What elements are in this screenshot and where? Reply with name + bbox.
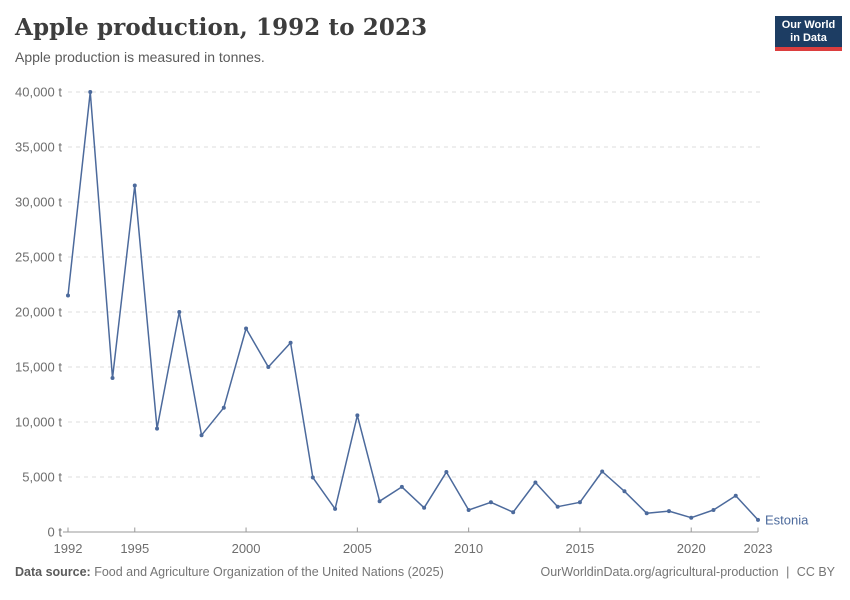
data-point[interactable] xyxy=(244,326,249,331)
x-axis-tick-label: 2010 xyxy=(454,541,483,556)
owid-logo-line2: in Data xyxy=(790,32,827,44)
y-axis-tick-label: 35,000 t xyxy=(15,140,62,155)
data-line[interactable] xyxy=(67,91,759,521)
page-title: Apple production, 1992 to 2023 xyxy=(15,14,428,41)
data-point[interactable] xyxy=(488,500,493,505)
page-subtitle: Apple production is measured in tonnes. xyxy=(15,49,265,65)
data-point[interactable] xyxy=(355,413,360,418)
license-link[interactable]: CC BY xyxy=(796,565,835,579)
data-point[interactable] xyxy=(689,515,694,520)
y-axis-tick-label: 5,000 t xyxy=(22,470,62,485)
data-point[interactable] xyxy=(266,365,271,369)
data-source-text: Food and Agriculture Organization of the… xyxy=(94,565,444,579)
attribution: OurWorldinData.org/agricultural-producti… xyxy=(541,565,836,579)
data-point[interactable] xyxy=(199,433,204,438)
data-point[interactable] xyxy=(399,484,404,489)
x-axis-tick-label: 2005 xyxy=(343,541,372,556)
y-axis-tick-label: 15,000 t xyxy=(15,360,62,375)
y-axis-tick-label: 30,000 t xyxy=(15,195,62,210)
data-point[interactable] xyxy=(177,310,182,314)
x-axis-tick-label: 2020 xyxy=(677,541,706,556)
x-axis-tick-label: 1995 xyxy=(120,541,149,556)
x-axis-tick-label: 1992 xyxy=(54,541,83,556)
data-point[interactable] xyxy=(333,506,338,511)
x-axis-tick-label: 2000 xyxy=(232,541,261,556)
data-point[interactable] xyxy=(310,475,315,480)
data-point[interactable] xyxy=(511,510,516,515)
chart-footer: Data source: Food and Agriculture Organi… xyxy=(15,565,835,579)
y-axis-tick-label: 0 t xyxy=(48,525,63,540)
data-point[interactable] xyxy=(444,470,449,475)
data-point[interactable] xyxy=(221,405,226,410)
owid-logo-box: Our World in Data xyxy=(775,16,842,47)
owid-logo-stripe xyxy=(775,47,842,51)
data-point[interactable] xyxy=(622,489,627,494)
owid-logo-line1: Our World xyxy=(781,19,836,31)
series-label[interactable]: Estonia xyxy=(765,512,809,527)
chart-header: Apple production, 1992 to 2023 Apple pro… xyxy=(15,14,427,65)
data-point[interactable] xyxy=(466,508,471,512)
data-point[interactable] xyxy=(733,493,738,498)
data-source-label: Data source: xyxy=(15,565,91,579)
attribution-separator: | xyxy=(786,565,790,579)
data-point[interactable] xyxy=(422,505,427,510)
data-point[interactable] xyxy=(756,517,760,522)
y-axis-tick-label: 25,000 t xyxy=(15,250,62,265)
data-point[interactable] xyxy=(377,499,382,504)
y-axis-tick-label: 10,000 t xyxy=(15,415,62,430)
data-point[interactable] xyxy=(600,469,605,474)
data-point[interactable] xyxy=(577,500,582,505)
data-point[interactable] xyxy=(666,509,671,514)
data-point[interactable] xyxy=(555,504,560,509)
x-axis-tick-label: 2015 xyxy=(565,541,594,556)
data-point[interactable] xyxy=(288,340,293,345)
data-point[interactable] xyxy=(533,480,538,485)
data-source: Data source: Food and Agriculture Organi… xyxy=(15,565,444,579)
data-point[interactable] xyxy=(644,511,649,516)
owid-logo[interactable]: Our World in Data xyxy=(775,16,842,51)
data-point[interactable] xyxy=(110,376,115,380)
y-axis-tick-label: 20,000 t xyxy=(15,305,62,320)
x-axis-tick-label: 2023 xyxy=(744,541,773,556)
y-axis-tick-label: 40,000 t xyxy=(15,85,62,100)
owid-url-link[interactable]: OurWorldinData.org/agricultural-producti… xyxy=(540,565,779,579)
data-point[interactable] xyxy=(155,426,160,431)
data-point[interactable] xyxy=(711,508,716,512)
data-point[interactable] xyxy=(66,293,70,298)
data-point[interactable] xyxy=(88,90,93,94)
data-point[interactable] xyxy=(132,183,137,188)
